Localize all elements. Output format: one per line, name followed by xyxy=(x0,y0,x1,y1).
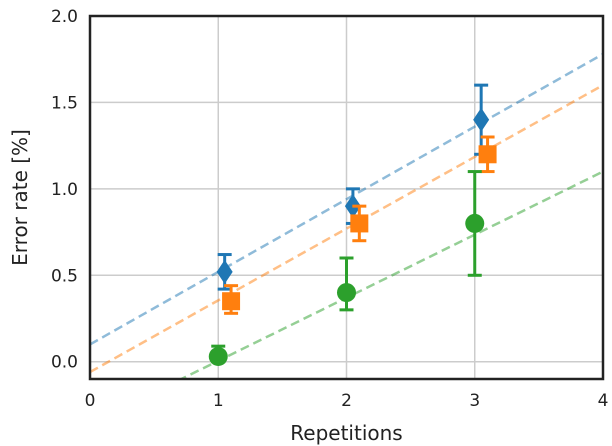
data-point-circle xyxy=(465,213,485,233)
x-tick-label: 0 xyxy=(85,391,96,411)
data-point-diamond xyxy=(216,259,233,284)
y-tick-label: 1.0 xyxy=(51,180,78,200)
y-axis-label: Error rate [%] xyxy=(8,129,32,266)
x-tick-labels: 0 1 2 3 4 xyxy=(85,391,609,411)
y-tick-label: 1.5 xyxy=(51,93,78,113)
x-tick-label: 2 xyxy=(341,391,352,411)
grid-lines xyxy=(89,15,604,379)
x-tick-label: 1 xyxy=(213,391,224,411)
data-points xyxy=(208,83,497,367)
data-point-square xyxy=(222,292,241,311)
x-tick-label: 3 xyxy=(469,391,480,411)
fit-line-1 xyxy=(90,52,603,346)
y-tick-labels: 0.0 0.5 1.0 1.5 2.0 xyxy=(51,7,78,373)
data-point-circle xyxy=(208,347,228,367)
data-point-circle xyxy=(337,283,356,303)
y-tick-label: 0.5 xyxy=(51,266,78,286)
data-point-diamond xyxy=(473,107,490,132)
y-tick-label: 0.0 xyxy=(51,353,78,373)
y-tick-label: 2.0 xyxy=(51,7,78,27)
x-axis-label: Repetitions xyxy=(290,421,402,445)
plot-frame xyxy=(88,14,605,381)
data-point-square xyxy=(350,214,369,233)
x-tick-label: 4 xyxy=(598,391,609,411)
data-point-square xyxy=(478,145,497,164)
